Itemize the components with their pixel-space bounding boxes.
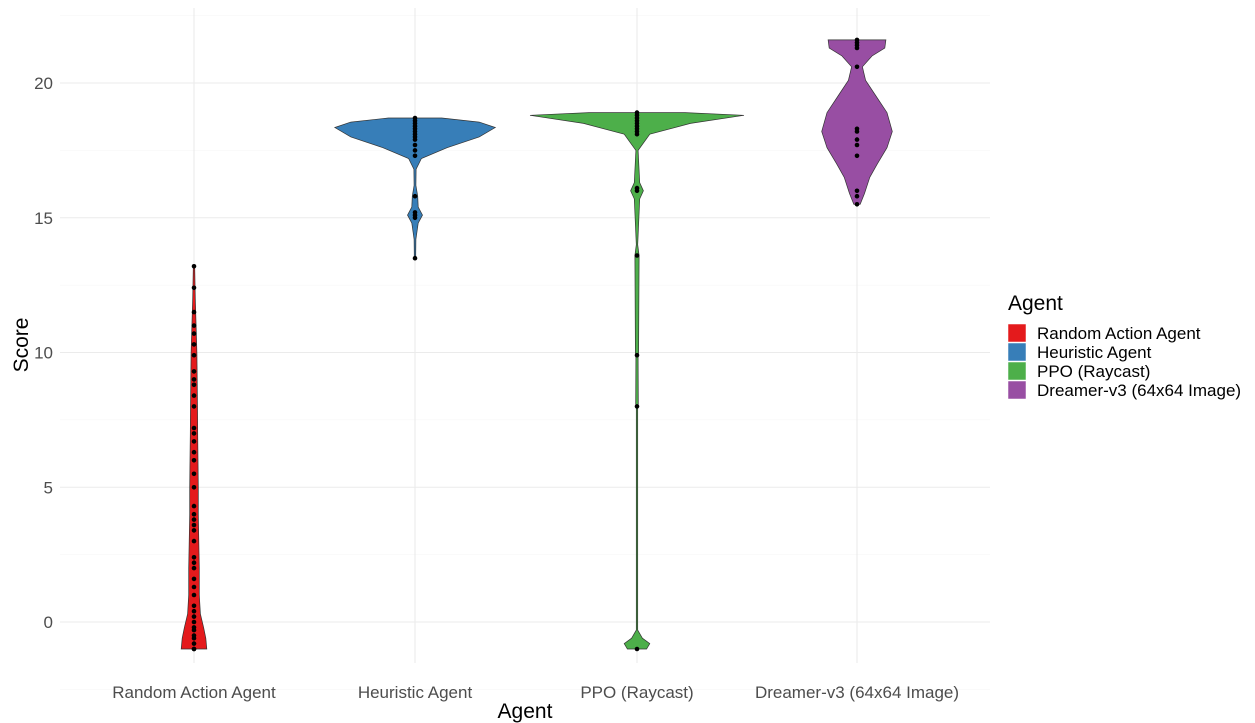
x-axis-title: Agent: [498, 700, 553, 723]
data-point: [191, 584, 197, 590]
legend-label: Dreamer-v3 (64x64 Image): [1037, 381, 1241, 400]
y-tick-labels: 0 5 10 15 20: [34, 74, 53, 632]
data-point: [412, 115, 418, 121]
data-point: [854, 188, 860, 194]
data-point: [191, 603, 197, 609]
data-point: [191, 458, 197, 463]
data-point: [634, 404, 640, 409]
data-point: [191, 528, 197, 533]
data-point: [191, 576, 197, 582]
data-point: [191, 431, 197, 436]
data-point: [191, 517, 197, 522]
data-point: [191, 439, 197, 444]
data-point: [191, 449, 197, 455]
y-tick-label: 20: [34, 74, 53, 93]
data-point: [854, 64, 860, 70]
data-point: [191, 511, 197, 517]
data-point: [634, 185, 640, 191]
data-point: [191, 323, 197, 328]
legend-label: Heuristic Agent: [1037, 343, 1152, 362]
data-point: [191, 522, 197, 528]
data-point: [412, 193, 418, 199]
legend-label: Random Action Agent: [1037, 324, 1201, 343]
data-point: [191, 331, 197, 336]
data-point: [854, 193, 860, 199]
data-point: [634, 352, 640, 358]
data-point: [191, 393, 197, 398]
data-point: [191, 342, 197, 347]
data-point: [191, 382, 197, 388]
data-point: [191, 503, 197, 509]
data-point: [191, 377, 197, 382]
legend-key: [1007, 323, 1027, 343]
y-tick-label: 10: [34, 344, 53, 363]
data-point: [191, 264, 197, 269]
data-point: [854, 137, 860, 142]
data-point: [191, 425, 197, 431]
x-tick-label: Dreamer-v3 (64x64 Image): [755, 683, 959, 702]
data-point: [634, 253, 640, 258]
violins: [180, 39, 893, 650]
data-point: [634, 646, 640, 652]
legend-key: [1007, 361, 1027, 381]
data-point: [412, 142, 418, 148]
x-tick-label: PPO (Raycast): [580, 683, 693, 702]
y-tick-label: 15: [34, 209, 53, 228]
data-point: [191, 538, 197, 544]
data-point: [412, 210, 418, 215]
data-point: [191, 471, 197, 477]
data-point: [191, 309, 197, 315]
data-point: [191, 592, 197, 598]
data-point: [191, 625, 197, 630]
data-point: [854, 37, 860, 43]
legend-key: [1007, 380, 1027, 400]
data-point: [191, 404, 197, 409]
data-point: [634, 110, 640, 115]
x-tick-label: Random Action Agent: [112, 683, 276, 702]
data-point: [191, 614, 197, 619]
data-point: [854, 142, 860, 148]
data-point: [191, 608, 197, 614]
data-point: [854, 202, 860, 207]
data-point: [191, 565, 197, 571]
x-tick-labels: Random Action Agent Heuristic Agent PPO (R…: [112, 683, 959, 702]
legend-key: [1007, 342, 1027, 362]
data-point: [191, 352, 197, 358]
violin-2: [333, 117, 497, 259]
data-point: [191, 560, 197, 565]
data-point: [191, 633, 197, 638]
data-point: [191, 619, 197, 625]
data-points: [191, 37, 860, 652]
violin-4: [821, 39, 893, 205]
data-point: [854, 126, 860, 132]
x-tick-label: Heuristic Agent: [358, 683, 473, 702]
data-point: [191, 646, 197, 652]
y-tick-label: 0: [44, 613, 53, 632]
legend-title: Agent: [1008, 292, 1063, 315]
data-point: [412, 255, 418, 261]
data-point: [191, 285, 197, 291]
data-point: [191, 369, 197, 374]
data-point: [854, 153, 860, 159]
data-point: [191, 485, 197, 490]
data-point: [191, 641, 197, 646]
legend-label: PPO (Raycast): [1037, 362, 1150, 381]
y-tick-label: 5: [44, 478, 53, 497]
y-axis-title: Score: [10, 318, 33, 373]
data-point: [412, 148, 418, 153]
data-point: [412, 153, 418, 159]
data-point: [191, 555, 197, 560]
